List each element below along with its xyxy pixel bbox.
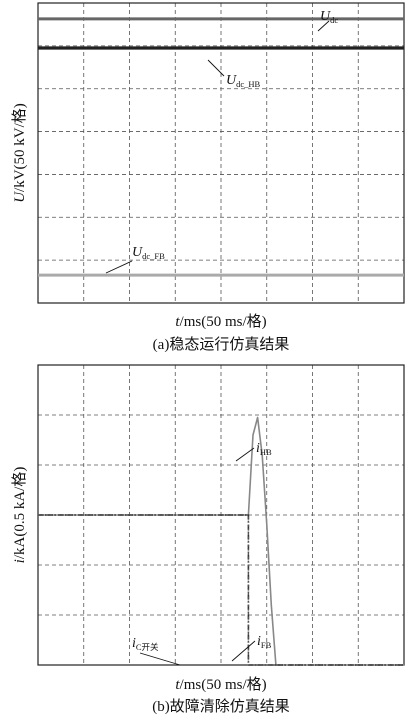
series-label-var: i [256, 441, 260, 456]
series-label: iC开关 [132, 636, 159, 652]
series-label-var: i [257, 634, 261, 649]
series-label-sub: dc_HB [236, 79, 260, 89]
leader-line [231, 640, 256, 662]
series-label-var: U [226, 73, 237, 88]
series-layer-a [38, 17, 404, 277]
caption-a: (a)稳态运行仿真结果 [153, 335, 290, 353]
series-label-sub: dc [330, 15, 338, 25]
caption-b: (b)故障清除仿真结果 [152, 697, 290, 715]
series-label: Udc [320, 9, 338, 25]
series-label-sub: C开关 [136, 642, 159, 652]
y-axis-label-b: i/kA(0.5 kA/格) [11, 467, 28, 564]
series-label-sub: dc_FB [142, 251, 165, 261]
grid-a [38, 3, 404, 303]
y-axis-label-a: U/kV(50 kV/格) [11, 103, 28, 203]
leader-line [139, 652, 181, 666]
series-label-var: U [132, 245, 143, 260]
series-label-sub: FB [261, 640, 272, 650]
leader-line [207, 59, 225, 77]
series-line-b-3 [38, 514, 404, 666]
series-label: iFB [257, 634, 272, 650]
series-label-var: i [132, 636, 136, 651]
leader-line [235, 447, 255, 462]
series-label: iHB [256, 441, 272, 457]
leader-line [317, 20, 330, 32]
x-axis-label-a: t/ms(50 ms/格) [175, 313, 266, 330]
plot-frame-a [37, 2, 405, 304]
leader-line [105, 260, 133, 274]
x-axis-label-b: t/ms(50 ms/格) [175, 676, 266, 693]
series-label: Udc_FB [132, 245, 165, 261]
series-label: Udc_HB [226, 73, 261, 89]
series-label-sub: HB [260, 447, 272, 457]
series-label-var: U [320, 9, 331, 24]
series-layer-b [38, 416, 404, 666]
